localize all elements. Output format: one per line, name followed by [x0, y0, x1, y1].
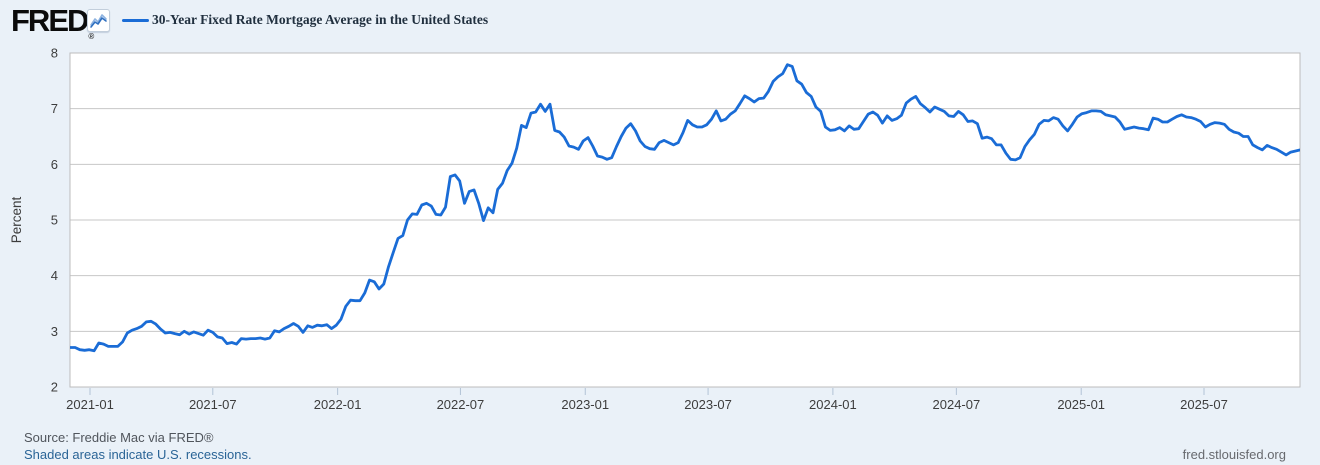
x-axis-tick-label: 2021-01 — [66, 397, 114, 412]
y-axis-tick-label: 3 — [51, 324, 58, 339]
x-axis-tick-label: 2022-07 — [437, 397, 485, 412]
recession-note-link[interactable]: Shaded areas indicate U.S. recessions. — [24, 447, 252, 462]
y-axis-title: Percent — [9, 196, 24, 243]
x-axis-tick-label: 2022-01 — [314, 397, 362, 412]
y-axis-tick-label: 4 — [51, 268, 58, 283]
fred-watermark: fred.stlouisfed.org — [1182, 447, 1286, 462]
y-axis-tick-label: 6 — [51, 157, 58, 172]
x-axis-tick-label: 2025-07 — [1180, 397, 1228, 412]
y-axis-tick-label: 5 — [51, 213, 58, 228]
x-axis-tick-label: 2024-01 — [809, 397, 857, 412]
legend-line-swatch — [122, 19, 149, 22]
x-axis-tick-label: 2025-01 — [1057, 397, 1105, 412]
x-axis-tick-label: 2021-07 — [189, 397, 237, 412]
icon-zigzag-light — [90, 14, 107, 26]
icon-zigzag-dark — [90, 17, 107, 28]
fred-logo[interactable]: FRED® — [11, 3, 94, 41]
x-axis-tick-label: 2023-07 — [684, 397, 732, 412]
legend-series-label[interactable]: 30-Year Fixed Rate Mortgage Average in t… — [152, 12, 489, 27]
fred-logo-text: FRED — [11, 3, 89, 38]
x-axis-tick-label: 2024-07 — [933, 397, 981, 412]
fred-graph-icon — [87, 9, 110, 32]
y-axis-tick-label: 8 — [51, 46, 58, 61]
source-text: Source: Freddie Mac via FRED® — [24, 430, 214, 445]
y-axis-tick-label: 7 — [51, 101, 58, 116]
x-axis-tick-label: 2023-01 — [561, 397, 609, 412]
plot-border — [69, 52, 1301, 388]
series-line[interactable] — [70, 63, 1300, 353]
registered-mark: ® — [88, 32, 95, 41]
y-axis-tick-label: 2 — [51, 380, 58, 395]
